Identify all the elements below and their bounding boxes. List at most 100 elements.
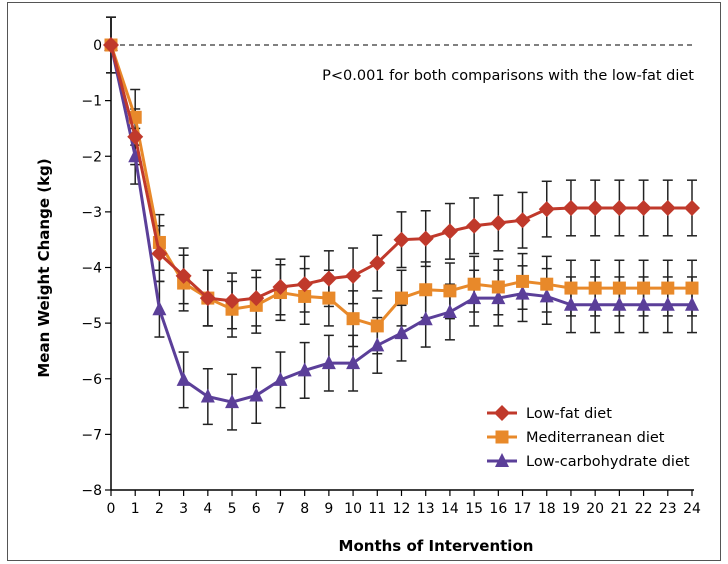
low-fat-diet-point [562,199,579,216]
mediterranean-diet-point [637,281,651,295]
mediterranean-diet-point [298,289,312,303]
x-tick-label: 18 [538,501,556,517]
x-tick-label: 2 [155,501,164,517]
low-carbohydrate-diet-point [225,394,240,409]
low-fat-diet-point [441,223,458,240]
low-carbohydrate-diet-point [273,371,288,386]
low-carbohydrate-diet-point [515,285,530,300]
x-tick-label: 11 [368,501,386,517]
mediterranean-diet-point [540,277,554,291]
mediterranean-diet-point [225,302,239,316]
low-carbohydrate-diet-point [394,325,409,340]
low-fat-diet-point [635,199,652,216]
x-tick-label: 19 [562,501,580,517]
low-carbohydrate-diet-point [249,387,264,402]
legend: Low-fat diet Mediterranean diet Low-carboh… [487,405,690,470]
mediterranean-diet-point [685,281,699,295]
low-fat-diet-point [296,276,313,293]
low-carbohydrate-diet-point [370,337,385,352]
x-tick-label: 21 [610,501,628,517]
low-carbohydrate-diet-point [200,388,215,403]
y-tick-label: −3 [81,205,102,221]
p-value-annotation: P<0.001 for both comparisons with the lo… [322,68,694,84]
low-fat-diet-point [272,278,289,295]
mediterranean-diet-point [661,281,675,295]
low-fat-diet-point [151,245,168,262]
low-carbohydrate-diet-point [346,355,361,370]
low-carbohydrate-diet-point [176,371,191,386]
low-fat-diet-point [514,212,531,229]
low-fat-diet-point [393,231,410,248]
low-fat-diet-point [538,201,555,218]
legend-marker-low-carbohydrate-diet [495,453,509,467]
low-carbohydrate-diet-point [612,296,627,311]
low-carbohydrate-diet-point [539,288,554,303]
y-tick-label: −7 [81,427,102,443]
y-tick-label: −6 [81,372,102,388]
x-tick-label: 8 [300,501,309,517]
x-tick-label: 6 [252,501,261,517]
x-tick-label: 15 [465,501,483,517]
low-fat-diet-point [369,255,386,272]
low-fat-diet-point [199,290,216,307]
low-carbohydrate-diet-point [467,290,482,305]
mediterranean-diet-point [491,280,505,294]
low-carbohydrate-diet-point [636,296,651,311]
low-fat-diet-point [466,217,483,234]
y-tick-label: −8 [81,483,102,499]
y-tick-label: −4 [81,261,102,277]
x-tick-label: 3 [179,501,188,517]
low-fat-diet-point [684,199,700,216]
x-tick-label: 1 [131,501,140,517]
x-tick-label: 13 [417,501,435,517]
low-carbohydrate-diet-point [660,296,675,311]
x-tick-label: 14 [441,501,459,517]
x-tick-label: 4 [203,501,212,517]
mediterranean-diet-point [467,277,481,291]
low-fat-diet-point [611,199,628,216]
low-fat-diet-point [659,199,676,216]
low-carbohydrate-diet-point [491,290,506,305]
low-fat-diet-point [248,290,265,307]
low-carbohydrate-diet-point [152,301,167,316]
mediterranean-diet-point [588,281,602,295]
y-tick-label: 0 [93,38,102,54]
mediterranean-diet-point [370,319,384,333]
low-fat-diet-point [103,37,119,53]
low-carbohydrate-diet-point [685,296,699,311]
low-carbohydrate-diet-point [563,296,578,311]
low-carbohydrate-diet-point [297,362,312,377]
low-fat-diet-point [127,128,144,145]
low-carbohydrate-diet-point [321,355,336,370]
x-tick-label: 9 [324,501,333,517]
mediterranean-diet-point [322,291,336,305]
low-fat-diet-point [490,215,507,231]
low-fat-diet-point [224,292,241,309]
x-tick-label: 10 [344,501,362,517]
x-tick-label: 23 [659,501,677,517]
y-tick-label: −2 [81,149,102,165]
low-carbohydrate-diet-point [418,311,433,326]
legend-marker-low-fat-diet [494,405,510,421]
x-tick-label: 16 [489,501,507,517]
mediterranean-diet-point [612,281,626,295]
x-tick-label: 20 [586,501,604,517]
legend-label-mediterranean-diet: Mediterranean diet [526,430,665,446]
mediterranean-diet-point [346,312,360,326]
low-fat-diet-point [345,267,362,284]
x-tick-label: 7 [276,501,285,517]
y-axis-label: Mean Weight Change (kg) [35,158,53,377]
mediterranean-diet-point [395,291,408,305]
x-tick-label: 24 [683,501,701,517]
mediterranean-diet-point [516,274,530,288]
low-fat-diet-point [175,267,192,284]
mediterranean-diet-point [419,283,433,297]
x-tick-label: 22 [635,501,653,517]
low-carbohydrate-diet-point [588,296,603,311]
low-carbohydrate-diet-point [442,304,457,318]
low-fat-diet-point [587,199,604,216]
low-fat-diet-point [320,270,337,287]
mediterranean-diet-point [443,284,457,298]
legend-label-low-carbohydrate-diet: Low-carbohydrate diet [526,454,690,470]
